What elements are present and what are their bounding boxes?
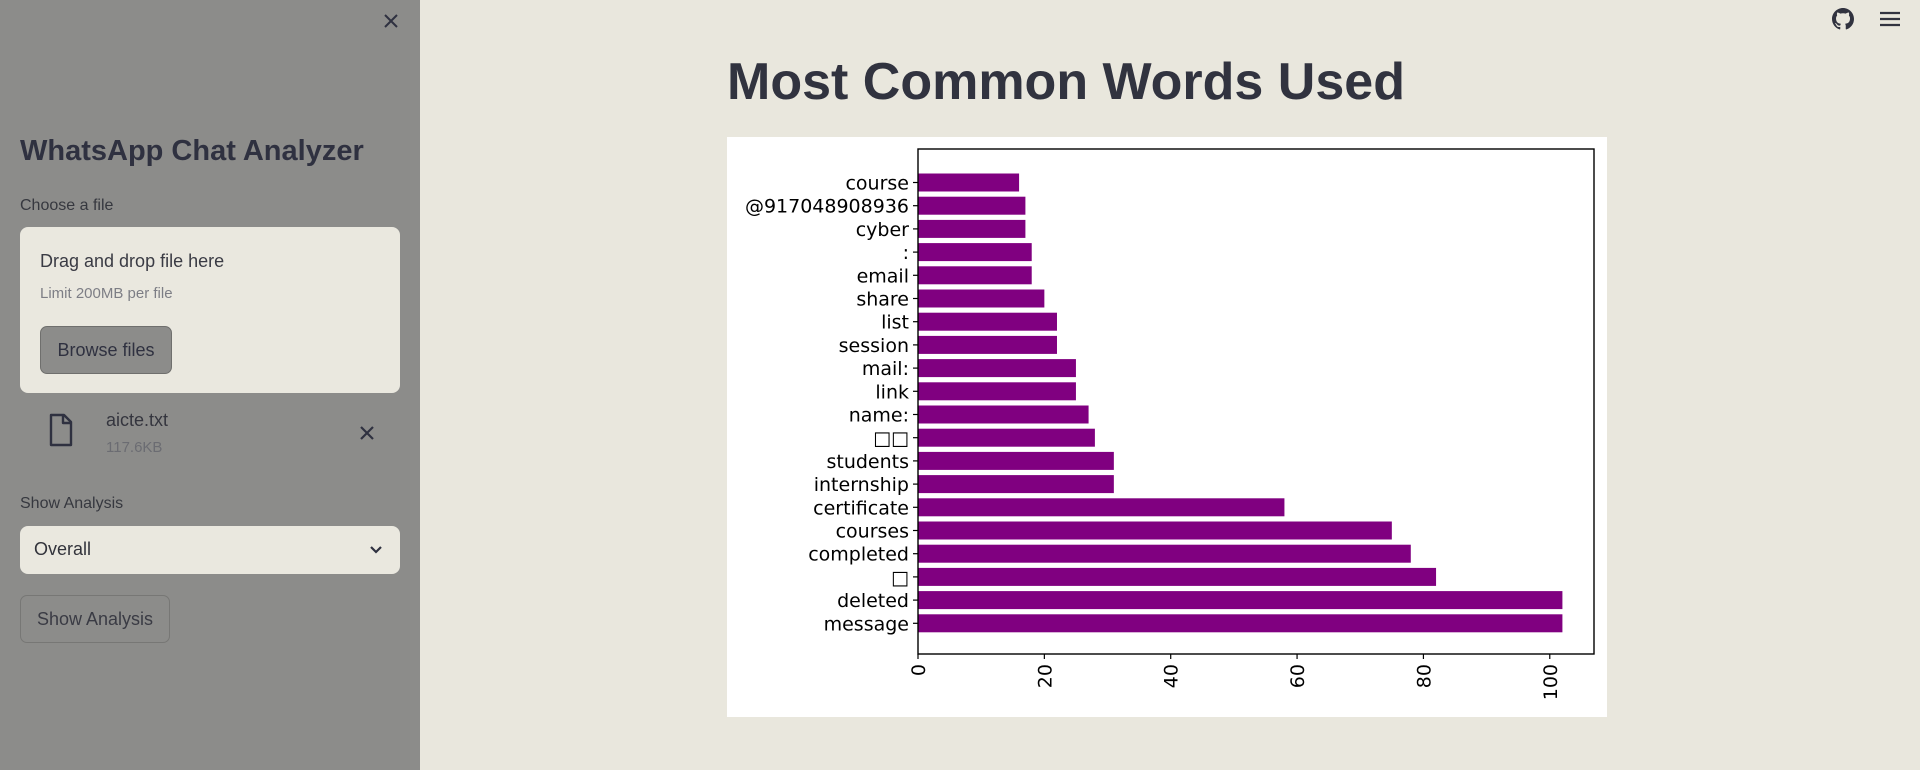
close-icon[interactable] (380, 10, 402, 32)
bar-2 (918, 219, 1026, 238)
bar-9 (918, 382, 1076, 401)
dropzone-limit: Limit 200MB per file (40, 285, 173, 302)
y-tick-label: message (824, 613, 909, 635)
x-tick-label: 60 (1287, 664, 1309, 688)
bar-16 (918, 544, 1411, 563)
bar-5 (918, 289, 1045, 308)
y-tick-label: deleted (837, 590, 909, 612)
file-dropzone[interactable]: Drag and drop file here Limit 200MB per … (20, 227, 400, 393)
bar-14 (918, 498, 1285, 517)
bar-8 (918, 359, 1076, 378)
bar-3 (918, 243, 1032, 262)
x-tick-label: 40 (1161, 664, 1183, 688)
y-tick-label: courses (836, 521, 909, 543)
y-tick-label: course (845, 173, 909, 195)
sidebar-title: WhatsApp Chat Analyzer (20, 135, 364, 167)
analysis-select-value: Overall (34, 539, 92, 559)
x-tick-label: 0 (908, 664, 930, 676)
y-tick-label: completed (808, 544, 909, 566)
y-tick-label: email (857, 265, 909, 287)
y-tick-label: list (881, 312, 909, 334)
y-tick-label: certificate (813, 497, 909, 519)
bar-0 (918, 173, 1020, 192)
y-tick-label: : (903, 242, 909, 264)
remove-file-icon[interactable] (357, 423, 377, 443)
dropzone-instructions: Drag and drop file here (40, 251, 225, 271)
y-tick-label: cyber (856, 219, 909, 241)
chevron-down-icon (370, 546, 382, 554)
y-tick-label: □□ (873, 428, 909, 450)
y-tick-label: name: (849, 405, 909, 427)
github-icon[interactable] (1832, 8, 1854, 30)
file-name: aicte.txt (106, 410, 169, 430)
page-title: Most Common Words Used (727, 53, 1405, 111)
bar-chart-svg: course@917048908936cyber:emailsharelists… (745, 148, 1595, 700)
bar-19 (918, 614, 1563, 633)
browse-files-button[interactable]: Browse files (40, 326, 172, 374)
bar-13 (918, 475, 1114, 494)
bar-1 (918, 196, 1026, 215)
y-tick-label: mail: (862, 358, 909, 380)
y-tick-label: internship (814, 474, 909, 496)
bar-15 (918, 521, 1392, 540)
file-size: 117.6KB (106, 439, 163, 456)
y-tick-label: @917048908936 (745, 196, 909, 218)
analysis-select[interactable]: Overall (20, 526, 400, 574)
hamburger-menu-icon[interactable] (1878, 10, 1902, 28)
y-tick-label: students (826, 451, 909, 473)
file-uploader-label: Choose a file (20, 197, 114, 214)
y-tick-label: share (856, 289, 909, 311)
bar-12 (918, 451, 1114, 470)
x-tick-label: 100 (1540, 664, 1562, 700)
bar-10 (918, 405, 1089, 424)
bar-18 (918, 591, 1563, 610)
bar-17 (918, 567, 1437, 586)
bar-11 (918, 428, 1095, 447)
bar-4 (918, 266, 1032, 285)
bar-6 (918, 312, 1057, 331)
y-tick-label: session (839, 335, 909, 357)
y-tick-label: □ (891, 567, 909, 589)
plot-frame (917, 148, 1595, 655)
bar-7 (918, 335, 1057, 354)
x-tick-label: 20 (1034, 664, 1056, 688)
file-icon (49, 413, 73, 447)
show-analysis-button[interactable]: Show Analysis (20, 595, 170, 643)
uploaded-file: aicte.txt 117.6KB (20, 405, 400, 465)
sidebar: WhatsApp Chat Analyzer Choose a file Dra… (0, 0, 420, 770)
analysis-select-label: Show Analysis (20, 495, 124, 512)
y-tick-label: link (875, 381, 909, 403)
x-tick-label: 80 (1413, 664, 1435, 688)
word-frequency-chart: course @917048908936 cyber: email share list s… (727, 137, 1607, 717)
